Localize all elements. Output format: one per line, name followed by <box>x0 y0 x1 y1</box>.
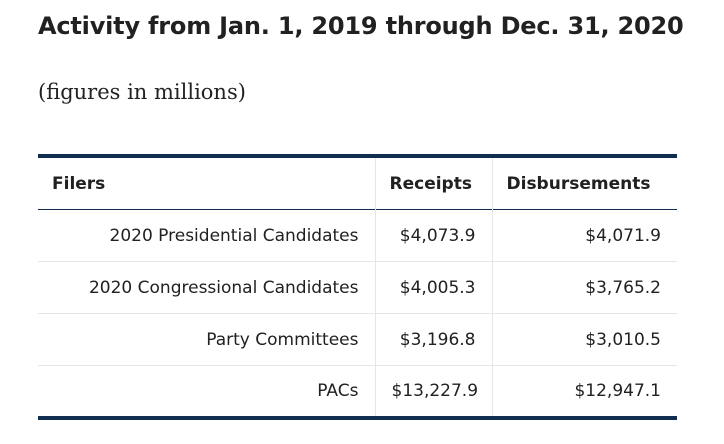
filer-cell: Party Committees <box>38 313 375 366</box>
page-title: Activity from Jan. 1, 2019 through Dec. … <box>38 12 684 40</box>
receipts-cell: $4,073.9 <box>374 209 492 262</box>
filer-cell: PACs <box>38 365 375 418</box>
table-header: Filers Receipts Disbursements <box>38 156 677 210</box>
filer-cell: 2020 Congressional Candidates <box>38 261 375 314</box>
receipts-cell: $13,227.9 <box>374 365 492 418</box>
table-row: Party Committees $3,196.8 $3,010.5 <box>38 313 677 366</box>
disbursements-cell: $12,947.1 <box>491 365 677 418</box>
table-row: 2020 Presidential Candidates $4,073.9 $4… <box>38 209 677 262</box>
column-header-receipts: Receipts <box>374 156 492 210</box>
table-header-row: Filers Receipts Disbursements <box>38 156 677 210</box>
activity-table-container: Filers Receipts Disbursements 2020 Presi… <box>38 154 677 420</box>
receipts-cell: $3,196.8 <box>374 313 492 366</box>
activity-table: Filers Receipts Disbursements 2020 Presi… <box>38 154 677 420</box>
filer-cell: 2020 Presidential Candidates <box>109 225 359 246</box>
table-row: PACs $13,227.9 $12,947.1 <box>38 365 677 418</box>
disbursements-cell: $4,071.9 <box>491 209 677 262</box>
table-body: 2020 Presidential Candidates $4,073.9 $4… <box>38 209 677 418</box>
column-header-disbursements: Disbursements <box>491 156 677 210</box>
units-note: (figures in millions) <box>38 80 246 104</box>
table-row: 2020 Congressional Candidates $4,005.3 $… <box>38 261 677 314</box>
disbursements-cell: $3,765.2 <box>491 261 677 314</box>
disbursements-cell: $3,010.5 <box>491 313 677 366</box>
column-header-filers: Filers <box>52 173 106 194</box>
receipts-cell: $4,005.3 <box>374 261 492 314</box>
